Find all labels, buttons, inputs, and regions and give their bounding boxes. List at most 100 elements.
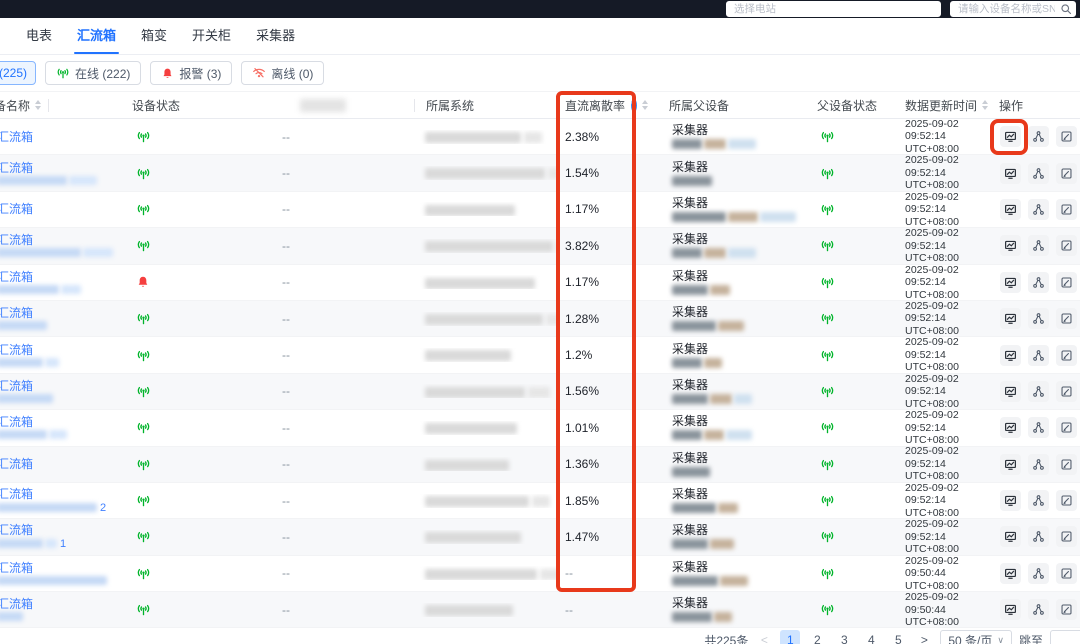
device-name-link[interactable]: 汇流箱 — [0, 522, 34, 537]
update-timezone: UTC+08:00 — [905, 142, 959, 155]
device-name-link[interactable]: 汇流箱 — [0, 342, 34, 357]
device-name-link[interactable]: 汇流箱 — [0, 233, 34, 248]
page-1[interactable]: 1 — [780, 630, 801, 644]
tab-box-transformer[interactable]: 箱变 — [141, 28, 168, 43]
device-online-icon — [136, 384, 270, 399]
device-name-link[interactable]: 汇流箱 — [0, 415, 34, 430]
redacted-system-name — [410, 566, 560, 580]
view-monitor-button[interactable] — [1000, 380, 1021, 402]
edit-button[interactable] — [1056, 490, 1077, 512]
view-monitor-button[interactable] — [1000, 417, 1021, 439]
filter-all[interactable]: (225) — [0, 61, 37, 85]
view-monitor-button[interactable] — [1000, 235, 1021, 257]
edit-button[interactable] — [1056, 308, 1077, 330]
topology-button[interactable] — [1028, 562, 1049, 584]
page-2[interactable]: 2 — [814, 633, 821, 644]
filter-alarm[interactable]: 报警 (3) — [150, 61, 233, 85]
device-name-link[interactable]: 汇流箱 — [0, 486, 34, 501]
edit-button[interactable] — [1056, 526, 1077, 548]
topology-button[interactable] — [1028, 453, 1049, 475]
device-name-link[interactable]: 汇流箱 — [0, 269, 34, 284]
edit-button[interactable] — [1056, 599, 1077, 621]
tab-meter[interactable]: 电表 — [26, 28, 53, 43]
wifi-off-icon — [252, 66, 266, 80]
topology-button[interactable] — [1028, 417, 1049, 439]
edit-button[interactable] — [1056, 198, 1077, 220]
redacted-parent-name-line — [672, 503, 810, 514]
parent-device-label: 采集器 — [672, 268, 709, 283]
view-monitor-button[interactable] — [1000, 453, 1021, 475]
topology-button[interactable] — [1028, 198, 1049, 220]
help-icon[interactable]: ? — [631, 98, 637, 112]
page-size-select[interactable]: 50 条/页 ∨ — [940, 629, 1012, 644]
edit-button[interactable] — [1056, 162, 1077, 184]
topology-button[interactable] — [1028, 235, 1049, 257]
device-name-link[interactable]: 汇流箱 — [0, 597, 34, 612]
topology-button[interactable] — [1028, 271, 1049, 293]
device-name-link[interactable]: 汇流箱 — [0, 129, 34, 144]
device-name-link[interactable]: 汇流箱 — [0, 306, 34, 321]
parent-device-label: 采集器 — [672, 305, 709, 320]
tab-collector[interactable]: 采集器 — [256, 28, 296, 43]
edit-button[interactable] — [1056, 271, 1077, 293]
update-timezone: UTC+08:00 — [905, 579, 959, 592]
device-name-link[interactable]: 汇流箱 — [0, 160, 34, 175]
update-time: 09:52:14 — [905, 348, 946, 361]
redacted-system-name — [410, 275, 560, 289]
view-monitor-button[interactable] — [1000, 599, 1021, 621]
topology-button[interactable] — [1028, 526, 1049, 548]
filter-online[interactable]: 在线 (222) — [45, 61, 142, 85]
view-monitor-button[interactable] — [1000, 271, 1021, 293]
topology-button[interactable] — [1028, 308, 1049, 330]
update-timezone: UTC+08:00 — [905, 361, 959, 374]
redacted-system-name — [410, 530, 560, 544]
sort-dispersion[interactable] — [641, 100, 648, 110]
tab-switchgear[interactable]: 开关柜 — [192, 28, 232, 43]
view-monitor-button[interactable] — [1000, 490, 1021, 512]
edit-button[interactable] — [1056, 417, 1077, 439]
edit-button[interactable] — [1056, 126, 1077, 148]
view-monitor-button[interactable] — [1000, 126, 1021, 148]
page-4[interactable]: 4 — [868, 633, 875, 644]
header-system: 所属系统 — [426, 98, 475, 113]
view-monitor-button[interactable] — [1000, 562, 1021, 584]
empty-value: -- — [282, 311, 290, 326]
station-select-input[interactable] — [726, 1, 941, 17]
view-monitor-button[interactable] — [1000, 162, 1021, 184]
topology-button[interactable] — [1028, 344, 1049, 366]
edit-button[interactable] — [1056, 562, 1077, 584]
edit-button[interactable] — [1056, 235, 1077, 257]
edit-button[interactable] — [1056, 344, 1077, 366]
topology-button[interactable] — [1028, 380, 1049, 402]
tab-combiner-box[interactable]: 汇流箱 — [74, 16, 120, 54]
topology-button[interactable] — [1028, 126, 1049, 148]
view-monitor-button[interactable] — [1000, 526, 1021, 548]
update-timezone: UTC+08:00 — [905, 506, 959, 519]
page-3[interactable]: 3 — [841, 633, 848, 644]
device-name-link[interactable]: 汇流箱 — [0, 457, 34, 472]
prev-page-button[interactable]: < — [760, 633, 768, 644]
device-name-link[interactable]: 汇流箱 — [0, 560, 34, 575]
device-name-link[interactable]: 汇流箱 — [0, 202, 34, 217]
view-monitor-button[interactable] — [1000, 344, 1021, 366]
search-icon[interactable] — [1060, 3, 1072, 15]
page-5[interactable]: 5 — [895, 633, 902, 644]
view-monitor-button[interactable] — [1000, 198, 1021, 220]
device-name-link[interactable]: 汇流箱 — [0, 378, 34, 393]
device-search-input[interactable] — [950, 1, 1076, 17]
filter-offline[interactable]: 离线 (0) — [241, 61, 325, 85]
device-online-icon — [136, 529, 270, 544]
topology-button[interactable] — [1028, 599, 1049, 621]
next-page-button[interactable]: > — [920, 633, 928, 644]
jump-to-page-input[interactable] — [1050, 629, 1080, 644]
sort-update-time[interactable] — [982, 100, 989, 110]
topology-button[interactable] — [1028, 162, 1049, 184]
edit-button[interactable] — [1056, 380, 1077, 402]
sort-device-name[interactable] — [35, 100, 42, 110]
parent-device-label: 采集器 — [672, 559, 709, 574]
topology-button[interactable] — [1028, 490, 1049, 512]
update-timezone: UTC+08:00 — [905, 288, 959, 301]
edit-button[interactable] — [1056, 453, 1077, 475]
view-monitor-button[interactable] — [1000, 308, 1021, 330]
empty-value: -- — [282, 384, 290, 399]
